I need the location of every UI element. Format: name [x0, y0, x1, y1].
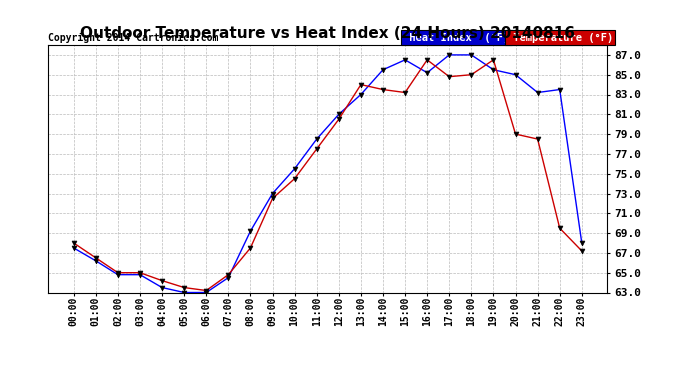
Text: Temperature (°F): Temperature (°F): [506, 33, 613, 42]
Text: Heat Index  (°F): Heat Index (°F): [403, 33, 509, 42]
Title: Outdoor Temperature vs Heat Index (24 Hours) 20140816: Outdoor Temperature vs Heat Index (24 Ho…: [80, 26, 575, 41]
Text: Copyright 2014 Cartronics.com: Copyright 2014 Cartronics.com: [48, 33, 219, 42]
